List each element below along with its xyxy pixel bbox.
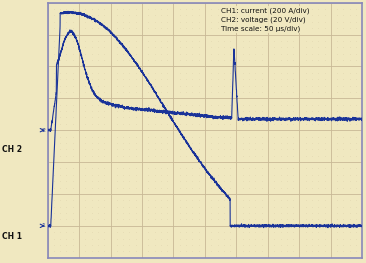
- Text: 1: 1: [42, 223, 45, 228]
- Text: CH 1: CH 1: [2, 232, 22, 241]
- Text: CH 2: CH 2: [2, 145, 22, 154]
- Text: 2: 2: [41, 128, 45, 133]
- Text: CH1: current (200 A/div)
CH2: voltage (20 V/div)
Time scale: 50 μs/div): CH1: current (200 A/div) CH2: voltage (2…: [221, 7, 309, 32]
